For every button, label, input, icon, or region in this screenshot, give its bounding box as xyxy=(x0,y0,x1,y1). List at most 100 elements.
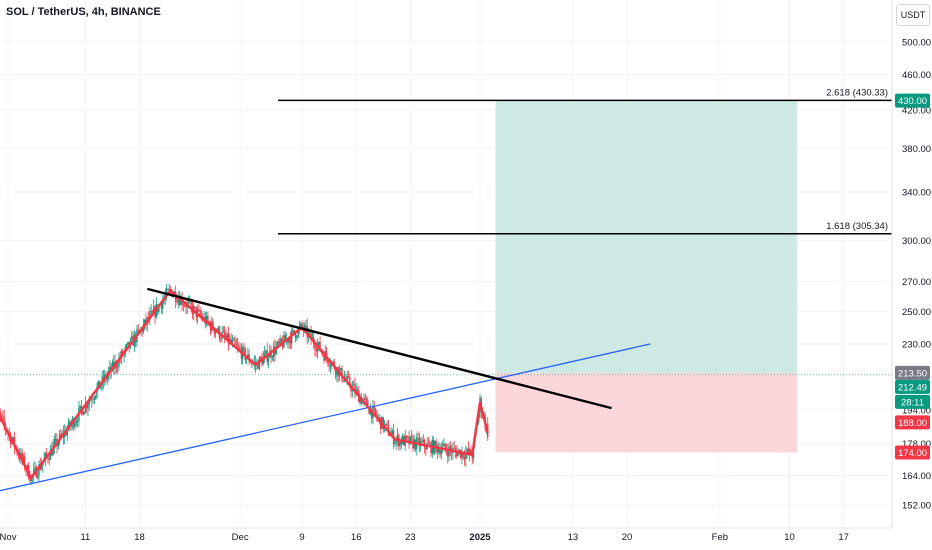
candle-body xyxy=(435,441,437,446)
stop-loss-zone xyxy=(495,372,798,453)
candle-body xyxy=(176,301,178,303)
candle-body xyxy=(418,438,421,447)
candle-body xyxy=(296,336,298,339)
candle-body xyxy=(96,387,98,396)
candle-body xyxy=(137,329,139,331)
time-tick-label: 2025 xyxy=(469,532,491,543)
candle-body xyxy=(38,464,40,476)
price-tick-label: 270.00 xyxy=(902,277,931,288)
candle-body xyxy=(76,420,79,422)
candle-body xyxy=(374,408,377,415)
time-tick-label: 23 xyxy=(405,532,416,543)
candle-body xyxy=(0,411,1,415)
candle-body xyxy=(189,300,191,302)
candle-body xyxy=(270,350,272,358)
candle-body xyxy=(459,449,462,458)
candle-body xyxy=(265,350,267,354)
candle-body xyxy=(239,347,241,350)
price-tick-label: 340.00 xyxy=(902,187,931,198)
candle-body xyxy=(178,298,181,305)
price-tick-label: 460.00 xyxy=(902,70,931,81)
candle-body xyxy=(60,434,62,437)
candle-body xyxy=(457,451,459,457)
candle-body xyxy=(394,442,396,445)
candle-body xyxy=(21,452,23,460)
take-profit-zone xyxy=(495,100,798,373)
price-badge-label: 430.00 xyxy=(898,96,927,107)
candle-body xyxy=(466,448,468,453)
candle-body xyxy=(91,399,93,401)
candle-body xyxy=(182,304,185,306)
candle-body xyxy=(45,453,48,457)
time-tick-label: 9 xyxy=(299,532,304,543)
price-badge xyxy=(895,365,930,380)
candle-body xyxy=(2,415,4,417)
candle-body xyxy=(160,304,163,309)
candle-body xyxy=(363,398,365,401)
candle-body xyxy=(92,399,94,401)
candle-body xyxy=(29,478,31,482)
candle-body xyxy=(395,439,397,443)
candle-body xyxy=(352,384,355,387)
price-badge-label: 188.00 xyxy=(898,418,927,429)
candle-body xyxy=(52,445,54,456)
candle-body xyxy=(158,305,160,312)
candle-body xyxy=(306,325,308,338)
candle-body xyxy=(405,435,408,438)
price-badge-label: 213.50 xyxy=(898,368,927,379)
symbol-title[interactable]: SOL / TetherUS, 4h, BINANCE xyxy=(6,6,161,18)
candle-body xyxy=(214,331,217,334)
candle-body xyxy=(276,341,279,347)
candle-body xyxy=(65,430,67,436)
candle-body xyxy=(205,315,208,325)
candle-body xyxy=(165,289,168,296)
candle-body xyxy=(350,386,352,392)
candle-body xyxy=(257,361,259,369)
candle-body xyxy=(417,437,419,439)
candle-body xyxy=(328,363,330,367)
candle-body xyxy=(447,451,449,457)
candle-body xyxy=(386,423,388,425)
candle-body xyxy=(261,358,263,365)
candle-body xyxy=(109,366,111,372)
price-tick-label: 164.00 xyxy=(902,471,931,482)
candle-body xyxy=(235,343,237,346)
price-badge-label: 28:11 xyxy=(901,397,924,408)
candle-body xyxy=(323,354,325,361)
candle-body xyxy=(262,356,265,365)
candle-body xyxy=(84,403,87,413)
candle-body xyxy=(364,398,366,400)
candle-body xyxy=(13,437,16,448)
candle-body xyxy=(463,456,466,460)
candle-body xyxy=(97,380,99,388)
candle-body xyxy=(199,310,201,316)
candle-body xyxy=(289,338,292,344)
candle-body xyxy=(260,357,262,359)
candle-body xyxy=(349,377,351,387)
candle-body xyxy=(315,349,317,352)
candle-body xyxy=(316,345,319,352)
candle-body xyxy=(162,301,164,309)
candle-body xyxy=(300,323,302,327)
candle-body xyxy=(167,289,169,291)
price-tick-label: 420.00 xyxy=(902,105,931,116)
candle-body xyxy=(468,449,471,454)
candle-body xyxy=(303,325,306,331)
candle-body xyxy=(354,384,356,394)
currency-unit-button[interactable]: USDT xyxy=(896,4,930,26)
price-axis[interactable]: 500.00 460.00 420.00 380.00 340.00 300.00 270.… xyxy=(902,38,931,512)
candle-body xyxy=(100,385,102,389)
price-badges: 430.00 213.50 212.49 28:11 188.00 174.00 xyxy=(895,93,930,460)
candle-body xyxy=(227,333,230,344)
candle-body xyxy=(88,400,90,405)
time-tick-label: 20 xyxy=(622,532,633,543)
candle-body xyxy=(342,380,345,382)
price-tick-label: 300.00 xyxy=(902,236,931,247)
candle-body xyxy=(12,437,14,440)
candle-body xyxy=(251,362,253,364)
candle-body xyxy=(449,446,452,450)
candle-body xyxy=(400,439,403,445)
candle-body xyxy=(190,300,192,306)
time-axis[interactable]: Nov 11 18 Dec 9 16 23 2025 13 20 Feb 10 17 xyxy=(0,532,849,543)
